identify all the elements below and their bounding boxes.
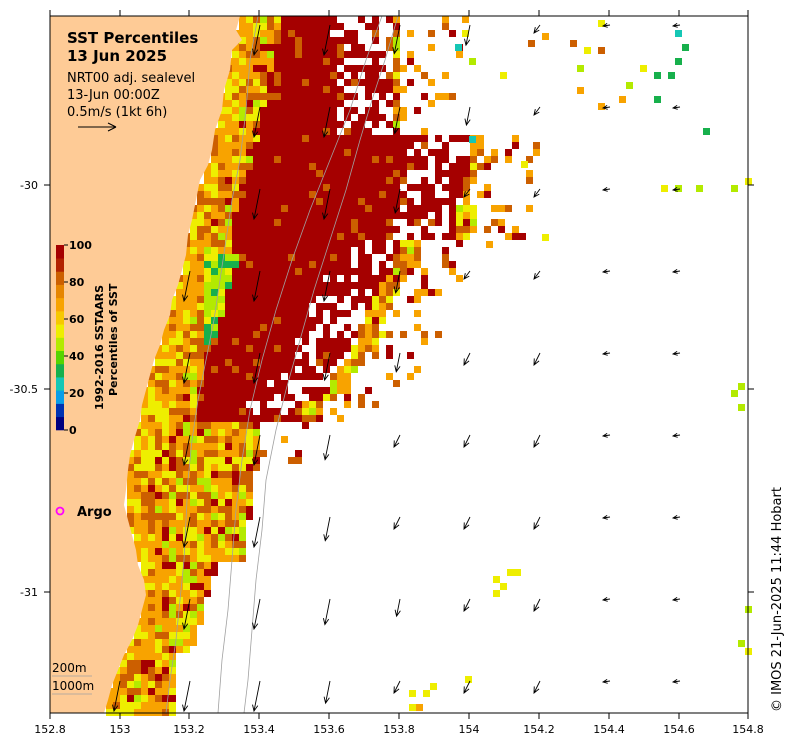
x-tick-label: 154.6 (663, 723, 695, 736)
colorbar: 100 80 60 40 20 0 (56, 239, 92, 437)
current-vectors (112, 22, 681, 713)
contour-1000m (217, 15, 383, 714)
x-tick-label: 153.6 (313, 723, 345, 736)
colorbar-segment (56, 271, 64, 285)
colorbar-tick-label: 60 (69, 313, 85, 326)
product-label: NRT00 adj. sealevel (67, 71, 195, 86)
bathymetry-contours (165, 15, 399, 714)
colorbar-segment (56, 311, 64, 325)
colorbar-segment (56, 416, 64, 431)
depth-1000-label: 1000m (52, 679, 94, 693)
x-tick-label: 153.4 (243, 723, 275, 736)
credit-text: © IMOS 21-Jun-2025 11:44 Hobart (770, 487, 785, 712)
title-line-1: SST Percentiles (67, 29, 198, 47)
y-axis: -30 -30.5 -31 (10, 179, 754, 599)
x-tick-label: 153.8 (383, 723, 415, 736)
colorbar-segment (56, 390, 64, 404)
x-tick-label: 154.2 (523, 723, 555, 736)
colorbar-tick-label: 40 (69, 350, 85, 363)
colorbar-title-line-2: Percentiles of SST (107, 283, 120, 396)
x-tick-label: 153 (110, 723, 131, 736)
colorbar-tick-label: 80 (69, 276, 85, 289)
scale-label: 0.5m/s (1kt 6h) (67, 105, 167, 120)
contour-2000m (243, 15, 399, 714)
argo-label: Argo (77, 505, 112, 520)
argo-marker-icon (55, 506, 65, 516)
x-axis: 152.8 153 153.2 153.4 153.6 153.8 154 154.2 154.… (34, 10, 764, 736)
colorbar-segment (56, 245, 64, 259)
land-mass (50, 16, 242, 713)
colorbar-segment (56, 403, 64, 418)
y-tick-label: -30 (20, 179, 38, 192)
colorbar-tick-label: 0 (69, 424, 77, 437)
x-tick-label: 154 (459, 723, 480, 736)
x-tick-label: 153.2 (173, 723, 205, 736)
depth-200-label: 200m (52, 661, 87, 675)
title-line-2: 13 Jun 2025 (67, 47, 167, 65)
colorbar-tick-label: 20 (69, 387, 85, 400)
x-tick-label: 154.4 (593, 723, 625, 736)
colorbar-segment (56, 297, 64, 312)
colorbar-segment (56, 258, 64, 272)
x-tick-label: 152.8 (34, 723, 66, 736)
scale-arrow (78, 122, 117, 132)
contour-200m (165, 15, 259, 714)
colorbar-title-line-1: 1992-2016 SSTAARS (93, 285, 106, 410)
x-tick-label: 154.8 (732, 723, 764, 736)
y-tick-label: -31 (20, 586, 38, 599)
colorbar-segment (56, 363, 64, 378)
colorbar-segment (56, 350, 64, 365)
time-label: 13-Jun 00:00Z (67, 88, 160, 103)
colorbar-tick-label: 100 (69, 239, 92, 252)
y-tick-label: -30.5 (10, 383, 38, 396)
colorbar-segment (56, 324, 64, 338)
colorbar-segment (56, 337, 64, 352)
colorbar-segment (56, 377, 64, 391)
colorbar-segment (56, 284, 64, 299)
